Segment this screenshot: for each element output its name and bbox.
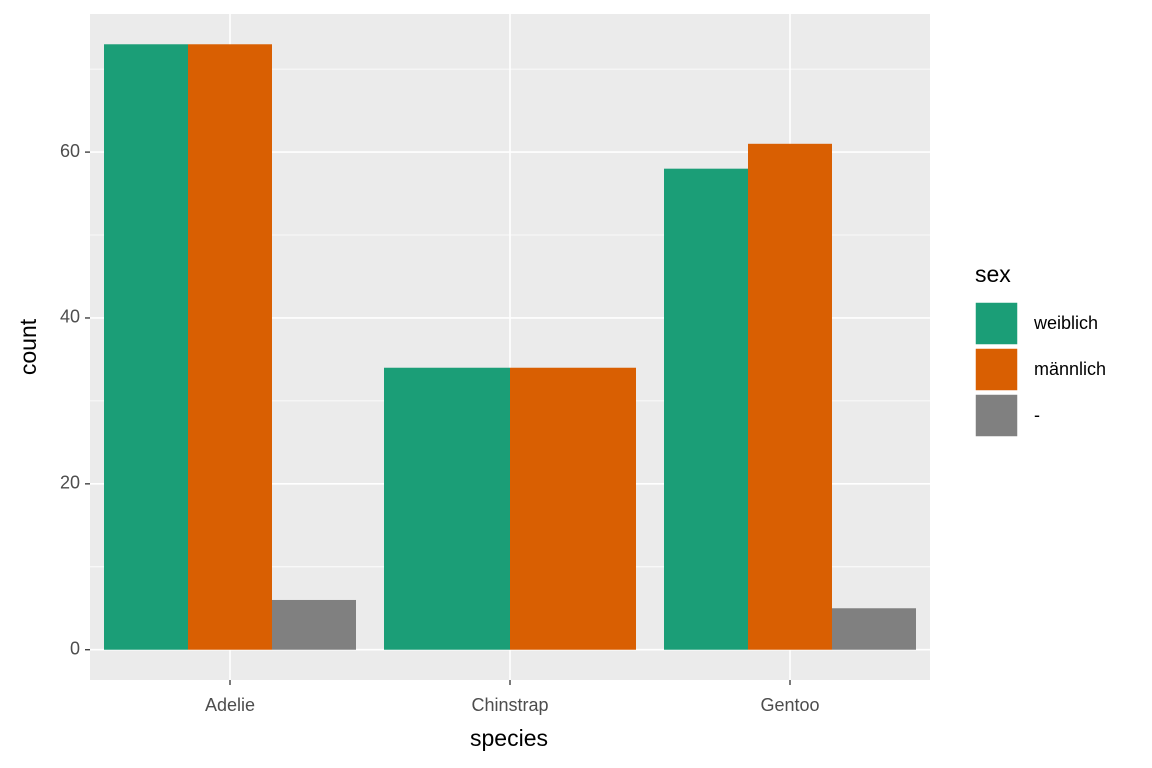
- legend-label: männlich: [1034, 359, 1106, 379]
- y-axis-title: count: [15, 318, 41, 375]
- legend-label: weiblich: [1033, 313, 1098, 333]
- bar: [384, 367, 510, 650]
- bar: [272, 599, 356, 650]
- legend-key: [974, 301, 1019, 346]
- bar: [188, 44, 272, 650]
- bar: [104, 44, 188, 650]
- y-tick-label: 20: [60, 473, 80, 493]
- y-tick-label: 60: [60, 141, 80, 161]
- x-tick-label: Gentoo: [760, 695, 819, 715]
- y-tick-label: 40: [60, 307, 80, 327]
- x-tick-label: Adelie: [205, 695, 255, 715]
- bars: [104, 44, 916, 650]
- bar: [832, 608, 916, 650]
- bar: [664, 168, 748, 650]
- x-axis-title: species: [470, 725, 548, 751]
- legend-key: [974, 393, 1019, 438]
- legend-label: -: [1034, 405, 1040, 425]
- legend-key: [974, 347, 1019, 392]
- y-tick-label: 0: [70, 638, 80, 658]
- bar: [748, 143, 832, 650]
- legend-title: sex: [975, 261, 1011, 287]
- bar: [510, 367, 636, 650]
- x-tick-label: Chinstrap: [471, 695, 548, 715]
